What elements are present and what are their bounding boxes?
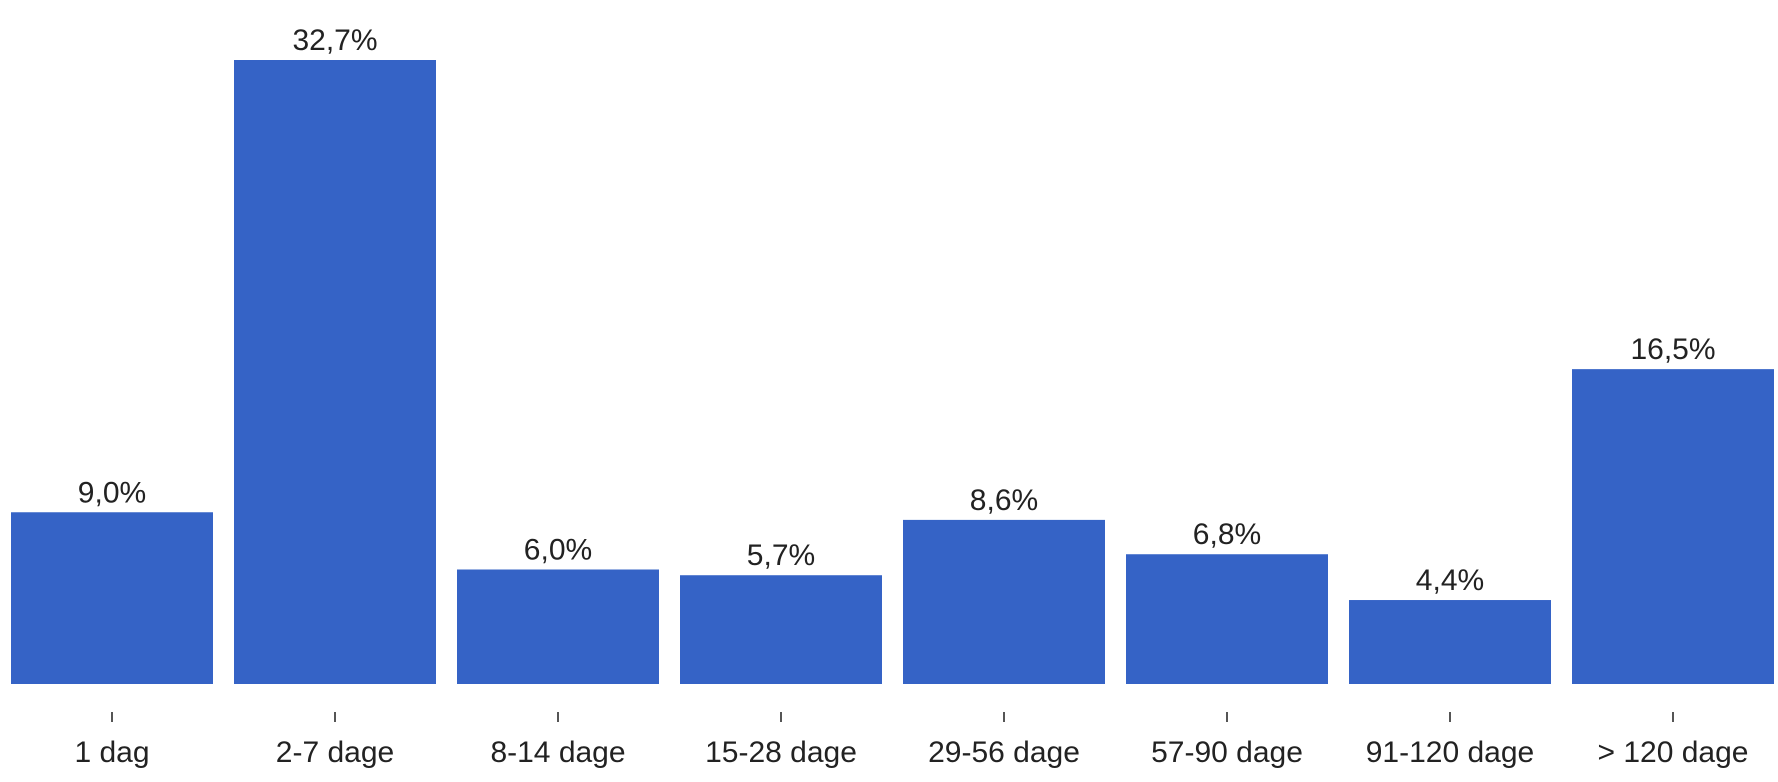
bar	[1126, 554, 1328, 684]
bar	[903, 519, 1105, 684]
x-tick-label: 57-90 dage	[1151, 736, 1303, 769]
x-tick-label: 1 dag	[74, 736, 149, 769]
value-label: 5,7%	[747, 539, 815, 572]
x-tick-label: 91-120 dage	[1366, 736, 1535, 769]
value-label: 9,0%	[78, 476, 146, 509]
x-tick-label: 15-28 dage	[705, 736, 857, 769]
bar	[1349, 600, 1551, 684]
x-tick-label: 2-7 dage	[276, 736, 394, 769]
x-tick-label: 8-14 dage	[490, 736, 625, 769]
value-label: 6,0%	[524, 534, 592, 567]
bar	[234, 60, 436, 684]
x-tick-label: > 120 dage	[1598, 736, 1749, 769]
value-label: 16,5%	[1630, 333, 1715, 366]
value-label: 8,6%	[970, 484, 1038, 517]
value-label: 6,8%	[1193, 518, 1261, 551]
value-label: 32,7%	[292, 24, 377, 57]
bar	[11, 512, 213, 684]
bar	[457, 569, 659, 684]
bar	[680, 575, 882, 684]
bar	[1572, 369, 1774, 684]
x-tick-label: 29-56 dage	[928, 736, 1080, 769]
value-label: 4,4%	[1416, 564, 1484, 597]
